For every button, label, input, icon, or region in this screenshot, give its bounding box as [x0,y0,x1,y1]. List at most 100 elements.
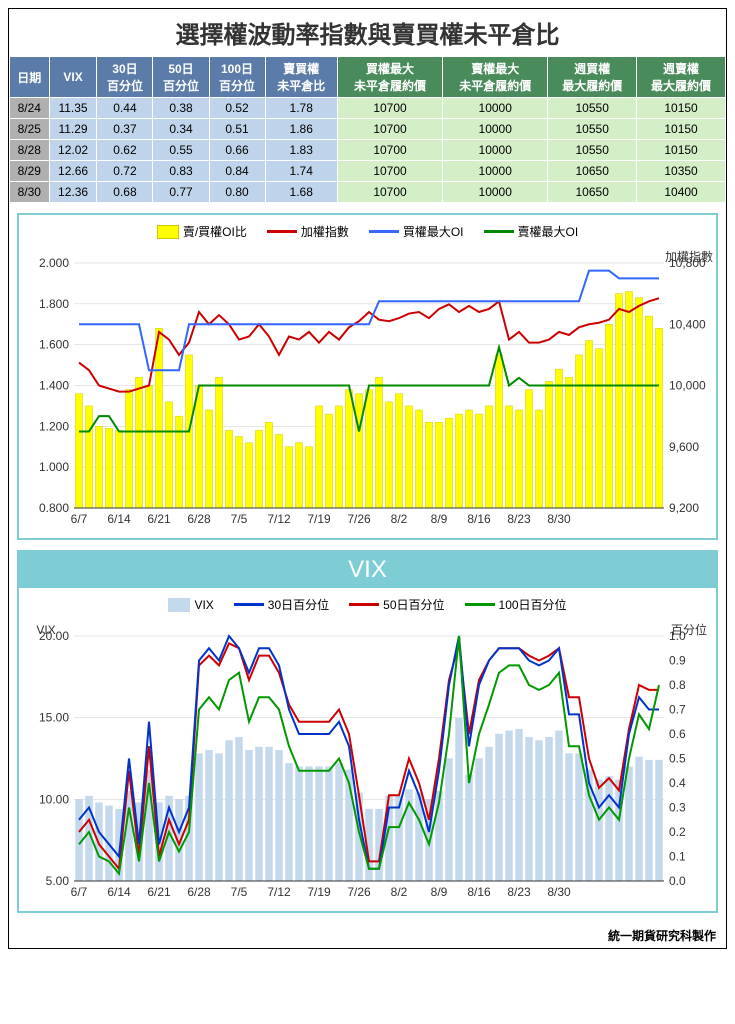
table-cell: 8/24 [10,98,50,119]
svg-text:VIX: VIX [36,623,55,637]
table-cell: 0.37 [97,119,153,140]
table-cell: 10150 [637,119,726,140]
legend-swatch [267,230,297,233]
table-cell: 10550 [548,140,637,161]
legend-label: 100日百分位 [499,596,567,613]
table-row: 8/2411.350.440.380.521.78107001000010550… [10,98,726,119]
legend-label: VIX [194,598,213,612]
data-table: 日期VIX30日百分位50日百分位100日百分位賣買權未平倉比買權最大未平倉履約… [9,56,726,203]
svg-text:1.400: 1.400 [39,379,69,393]
svg-text:6/28: 6/28 [187,512,211,526]
legend-label: 賣權最大OI [518,223,579,240]
table-cell: 10700 [337,161,442,182]
svg-text:10,400: 10,400 [669,317,706,331]
svg-text:2.000: 2.000 [39,256,69,270]
legend-swatch [157,225,179,239]
svg-text:9,600: 9,600 [669,440,699,454]
svg-text:百分位: 百分位 [671,622,707,637]
table-header: 30日百分位 [97,57,153,98]
svg-text:1.200: 1.200 [39,419,69,433]
page-title: 選擇權波動率指數與賣買權未平倉比 [9,9,726,56]
table-row: 8/2912.660.720.830.841.74107001000010650… [10,161,726,182]
svg-text:0.8: 0.8 [669,678,686,692]
svg-text:7/5: 7/5 [231,885,248,899]
svg-text:1.000: 1.000 [39,460,69,474]
table-header: 賣權最大未平倉履約價 [443,57,548,98]
legend-item: 30日百分位 [234,596,329,613]
svg-text:6/21: 6/21 [147,512,171,526]
legend-swatch [484,230,514,233]
table-cell: 10000 [443,161,548,182]
svg-text:10,000: 10,000 [669,379,706,393]
legend-label: 30日百分位 [268,596,329,613]
chart1-legend: 賣/買權OI比 加權指數 買權最大OI 賣權最大OI [19,215,716,248]
table-header: VIX [49,57,97,98]
svg-text:8/30: 8/30 [547,885,571,899]
table-cell: 0.80 [209,182,265,203]
table-row: 8/3012.360.680.770.801.68107001000010650… [10,182,726,203]
chart2-legend: VIX 30日百分位 50日百分位 100日百分位 [19,588,716,621]
footer-text: 統一期貨研究科製作 [9,923,726,948]
svg-text:7/12: 7/12 [267,885,291,899]
table-cell: 0.66 [209,140,265,161]
table-cell: 1.74 [265,161,337,182]
table-cell: 0.77 [153,182,209,203]
chart1-svg: 0.8001.0001.2001.4001.6001.8002.0009,200… [19,248,719,538]
table-cell: 10650 [548,161,637,182]
legend-label: 加權指數 [301,223,349,240]
table-cell: 10550 [548,119,637,140]
svg-text:6/21: 6/21 [147,885,171,899]
legend-item: 買權最大OI [369,223,464,240]
legend-label: 賣/買權OI比 [183,223,247,240]
svg-text:1.600: 1.600 [39,338,69,352]
table-cell: 10000 [443,140,548,161]
table-cell: 10700 [337,98,442,119]
table-cell: 0.44 [97,98,153,119]
svg-text:5.00: 5.00 [46,874,70,888]
table-cell: 10000 [443,119,548,140]
table-cell: 10150 [637,98,726,119]
table-cell: 1.86 [265,119,337,140]
svg-text:15.00: 15.00 [39,711,69,725]
legend-item: 加權指數 [267,223,349,240]
svg-text:6/7: 6/7 [71,512,88,526]
svg-text:8/16: 8/16 [467,885,491,899]
table-cell: 11.35 [49,98,97,119]
legend-item: VIX [168,596,213,613]
table-cell: 1.78 [265,98,337,119]
legend-item: 50日百分位 [349,596,444,613]
legend-swatch [234,603,264,606]
legend-swatch [168,598,190,612]
svg-text:0.800: 0.800 [39,501,69,515]
main-container: 選擇權波動率指數與賣買權未平倉比 日期VIX30日百分位50日百分位100日百分… [8,8,727,949]
svg-text:0.1: 0.1 [669,850,686,864]
legend-item: 100日百分位 [465,596,567,613]
legend-label: 買權最大OI [403,223,464,240]
svg-text:7/26: 7/26 [347,512,371,526]
table-cell: 10000 [443,98,548,119]
table-cell: 12.02 [49,140,97,161]
table-cell: 10150 [637,140,726,161]
table-header: 賣買權未平倉比 [265,57,337,98]
svg-text:0.9: 0.9 [669,654,686,668]
chart2-box: VIX VIX 30日百分位 50日百分位 100日百分位 5.00 10.00 15.0… [17,550,718,913]
svg-text:8/23: 8/23 [507,885,531,899]
table-cell: 10400 [637,182,726,203]
table-cell: 1.68 [265,182,337,203]
svg-text:0.0: 0.0 [669,874,686,888]
chart2-title: VIX [19,552,716,588]
table-cell: 0.84 [209,161,265,182]
table-cell: 0.62 [97,140,153,161]
svg-text:加權指數: 加權指數 [665,249,713,264]
svg-text:10.00: 10.00 [39,792,69,806]
svg-text:8/2: 8/2 [391,512,408,526]
svg-text:0.4: 0.4 [669,776,686,790]
svg-text:7/5: 7/5 [231,512,248,526]
table-cell: 0.55 [153,140,209,161]
svg-text:7/26: 7/26 [347,885,371,899]
svg-text:8/9: 8/9 [431,512,448,526]
svg-text:8/30: 8/30 [547,512,571,526]
svg-text:0.3: 0.3 [669,801,686,815]
svg-text:1.800: 1.800 [39,297,69,311]
table-row: 8/2511.290.370.340.511.86107001000010550… [10,119,726,140]
